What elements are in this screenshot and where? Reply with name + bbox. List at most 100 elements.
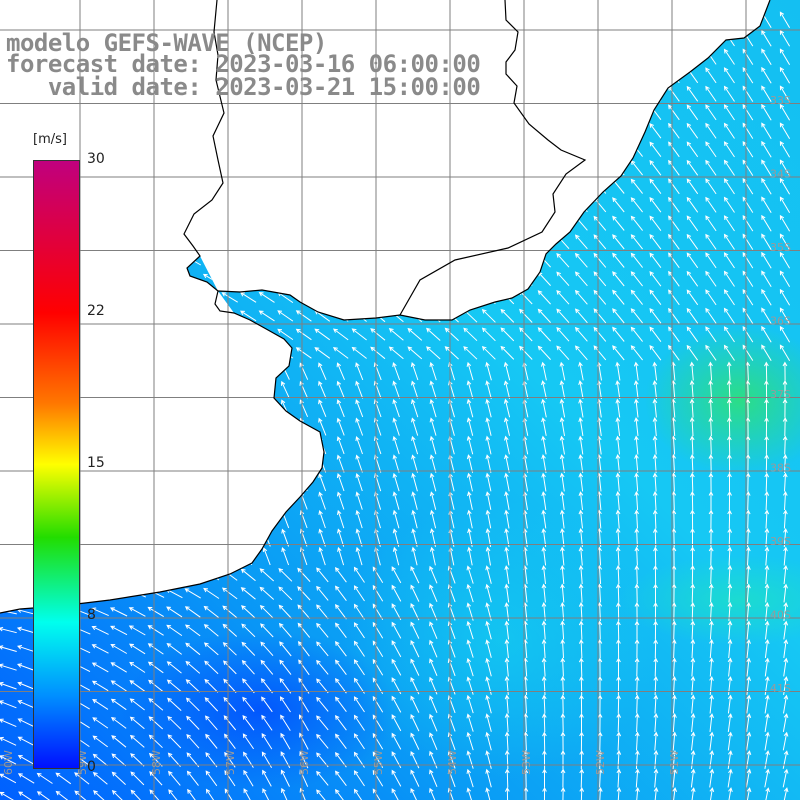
wind-arrow: [779, 140, 791, 158]
wind-arrow: [574, 271, 588, 287]
wind-arrow: [148, 734, 163, 749]
wind-arrow: [429, 713, 438, 732]
wind-arrow: [612, 197, 625, 213]
wind-arrow: [316, 659, 329, 675]
wind-arrow: [297, 640, 310, 657]
wind-arrow: [149, 789, 163, 800]
wind-arrow: [485, 398, 492, 418]
wind-arrow: [166, 624, 183, 637]
wind-arrow: [727, 620, 733, 640]
wind-arrow: [782, 787, 789, 800]
wind-arrow: [355, 362, 364, 381]
wind-arrow: [745, 416, 751, 437]
wind-arrow: [537, 345, 551, 360]
wind-arrow: [281, 528, 290, 547]
wind-arrow: [0, 773, 17, 784]
wind-arrow: [429, 658, 438, 676]
wind-arrow: [353, 640, 365, 657]
wind-arrow: [129, 716, 145, 730]
wind-arrow: [764, 416, 769, 437]
wind-arrow: [782, 398, 788, 418]
wind-arrow: [223, 715, 237, 731]
wind-arrow: [686, 215, 699, 232]
wind-arrow: [278, 622, 292, 638]
wind-arrow: [783, 564, 788, 585]
wind-arrow: [17, 663, 36, 672]
wind-arrow: [560, 786, 566, 800]
wind-arrow: [726, 361, 732, 381]
wind-arrow: [689, 361, 695, 381]
wind-arrow: [519, 345, 533, 360]
wind-arrow: [559, 454, 565, 473]
wind-arrow: [537, 308, 551, 323]
wind-arrow: [334, 603, 347, 620]
wind-arrow: [686, 178, 699, 195]
wind-arrow: [168, 770, 181, 786]
wind-arrow: [429, 509, 437, 529]
wind-arrow: [223, 733, 236, 749]
wind-arrow: [36, 772, 53, 784]
wind-arrow: [410, 584, 420, 602]
wind-arrow: [652, 453, 658, 474]
wind-arrow: [223, 696, 237, 712]
wind-arrow: [672, 712, 677, 733]
wind-arrow: [634, 453, 639, 474]
wind-arrow: [649, 233, 662, 250]
wind-arrow: [709, 713, 714, 732]
wind-arrow: [410, 602, 420, 621]
wind-arrow: [429, 398, 437, 418]
wind-arrow: [203, 605, 219, 618]
wind-arrow: [709, 768, 715, 788]
wind-arrow: [745, 490, 751, 511]
wind-arrow: [166, 679, 182, 693]
lon-label: 58W: [150, 750, 163, 775]
wind-arrow: [579, 749, 584, 770]
wind-arrow: [411, 398, 419, 418]
wind-arrow: [723, 233, 735, 250]
wind-arrow: [746, 564, 751, 585]
wind-arrow: [519, 308, 533, 323]
wind-arrow: [355, 546, 363, 566]
wind-arrow: [723, 196, 735, 213]
wind-arrow: [353, 770, 365, 787]
wind-arrow: [709, 731, 715, 751]
wind-arrow: [556, 271, 570, 287]
wind-arrow: [388, 346, 404, 360]
wind-arrow: [241, 623, 256, 638]
wind-arrow: [705, 141, 717, 158]
wind-arrow: [318, 491, 326, 510]
wind-arrow: [297, 604, 311, 620]
wind-arrow: [353, 733, 365, 750]
wind-arrow: [243, 769, 254, 787]
wind-arrow: [334, 714, 347, 731]
wind-arrow: [779, 159, 791, 176]
wind-arrow: [203, 624, 219, 637]
wind-arrow: [334, 640, 347, 657]
wind-arrow: [745, 787, 752, 800]
wind-arrow: [500, 308, 515, 323]
wind-arrow: [764, 713, 770, 732]
wind-arrow: [541, 694, 547, 714]
wind-arrow: [316, 733, 329, 749]
wind-arrow: [222, 623, 238, 637]
lat-label: 38S: [770, 462, 791, 475]
lat-label: 33S: [770, 94, 791, 107]
wind-arrow: [671, 546, 677, 566]
wind-arrow: [690, 750, 696, 769]
wind-arrow: [130, 771, 145, 786]
wind-arrow: [745, 472, 751, 492]
wind-arrow: [242, 714, 255, 731]
wind-arrow: [597, 749, 603, 770]
wind-arrow: [556, 345, 570, 361]
wind-arrow: [708, 509, 714, 529]
wind-arrow: [668, 141, 680, 158]
wind-arrow: [334, 696, 347, 712]
wind-arrow: [109, 607, 128, 617]
wind-arrow: [671, 564, 677, 584]
wind-arrow: [129, 643, 146, 655]
wind-arrow: [686, 104, 699, 121]
wind-arrow: [91, 625, 109, 635]
wind-arrow: [727, 694, 733, 714]
wind-arrow: [593, 234, 607, 250]
wind-arrow: [634, 712, 640, 733]
